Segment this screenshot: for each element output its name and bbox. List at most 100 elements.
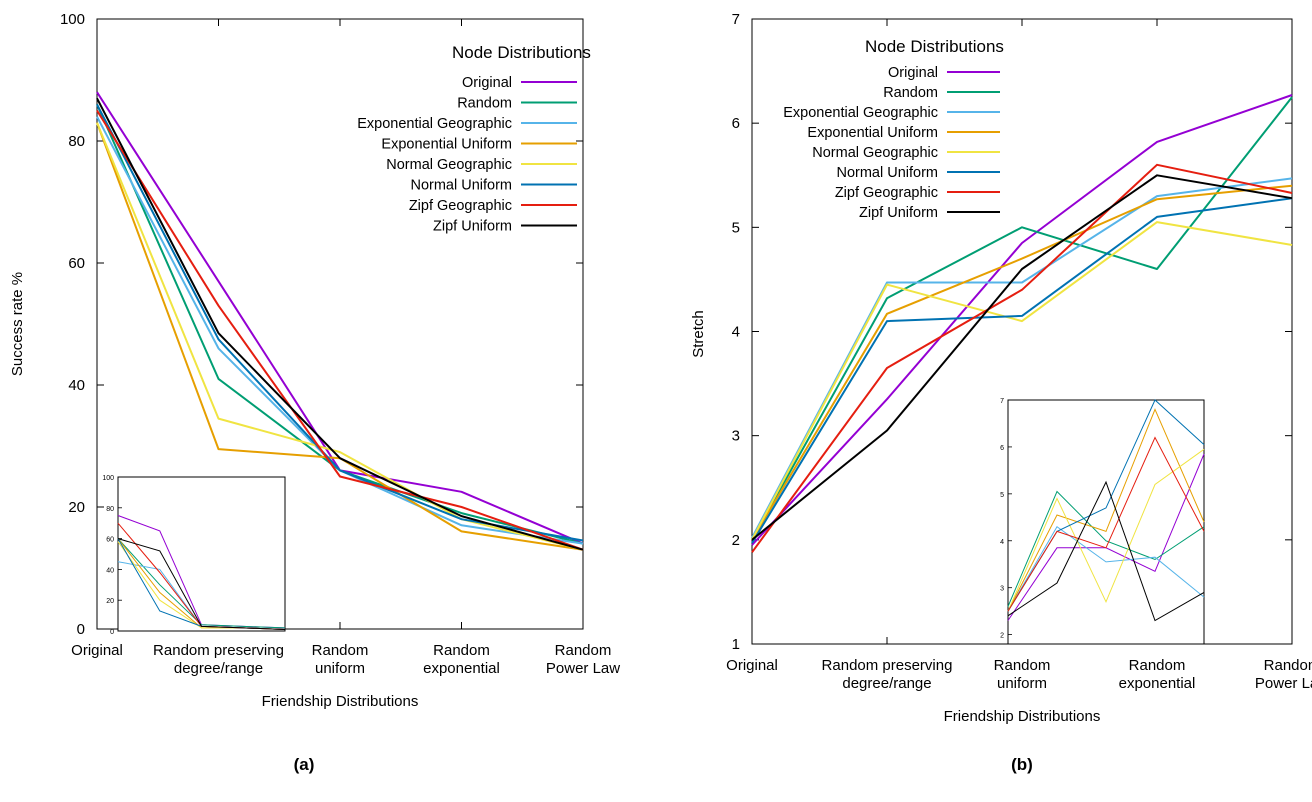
inset-series-line (1007, 490, 1205, 607)
x-tick-label-line: exponential (1119, 675, 1196, 692)
inset-y-tick-label: 100 (102, 475, 114, 482)
legend-entry-label: Zipf Geographic (409, 198, 512, 214)
chart-panel-b: 1 2 3 4 5 6 7 Original Random preserving degree/r… (690, 11, 1312, 774)
inset-chart: 0 20 40 60 80 100 (102, 475, 286, 636)
inset-y-tick-label: 20 (106, 598, 114, 605)
y-tick-label: 100 (60, 11, 85, 28)
inset-frame (117, 476, 286, 632)
y-tick-label: 20 (68, 499, 85, 516)
inset-series-line (1007, 436, 1205, 612)
legend-entry-label: Exponential Geographic (783, 105, 938, 121)
x-tick-label-line: uniform (315, 660, 365, 677)
legend-entry-label: Normal Uniform (836, 165, 938, 181)
series-line-normal-geographic (96, 122, 584, 551)
series-line-zipf-geographic (96, 109, 584, 551)
legend-entry-label: Zipf Uniform (859, 205, 938, 221)
x-tick-label-line: degree/range (842, 675, 931, 692)
x-axis-label: Friendship Distributions (262, 693, 419, 710)
x-tick-label: Random preserving degree/range (822, 657, 953, 692)
inset-y-tick-label: 2 (1000, 633, 1004, 640)
y-tick-label: 80 (68, 133, 85, 150)
series-line-zipf-uniform (751, 174, 1293, 541)
x-tick-label-line: Original (71, 642, 123, 659)
y-tick-label: 5 (732, 219, 740, 236)
series-line-normal-geographic (751, 221, 1293, 541)
x-tick-label-line: Random (1264, 657, 1312, 674)
x-tick-label-line: degree/range (174, 660, 263, 677)
y-axis-label: Success rate % (9, 272, 26, 376)
series-line-zipf-geographic (751, 163, 1293, 553)
legend-entry-label: Exponential Geographic (357, 116, 512, 132)
x-tick-label-line: uniform (997, 675, 1047, 692)
legend-entry-label: Normal Geographic (386, 157, 512, 173)
inset-chart: 2 3 4 5 6 7 (1000, 398, 1205, 645)
legend-entry-label: Exponential Uniform (807, 125, 938, 141)
y-tick-label: 6 (732, 115, 740, 132)
legend-entry-label: Random (883, 85, 938, 101)
x-tick-label-line: Random (555, 642, 612, 659)
x-tick-label: Random uniform (994, 657, 1051, 692)
inset-y-tick-label: 0 (110, 629, 114, 636)
x-tick-label-line: Power Law (546, 660, 620, 677)
inset-y-tick-label: 3 (1000, 586, 1004, 593)
x-tick-label-line: Original (726, 657, 778, 674)
legend-entry-label: Exponential Uniform (381, 137, 512, 153)
inset-y-tick-label: 5 (1000, 492, 1004, 499)
x-tick-label: Random exponential (423, 642, 500, 677)
inset-y-tick-label: 7 (1000, 398, 1004, 405)
inset-y-tick-label: 60 (106, 537, 114, 544)
series-line-normal-uniform (751, 197, 1293, 544)
inset-y-tick-label: 4 (1000, 539, 1004, 546)
inset-series-line (1007, 448, 1205, 612)
legend: Node Distributions Original Random Exponent… (783, 37, 1004, 221)
inset-y-tick-label: 6 (1000, 445, 1004, 452)
x-tick-label-line: Random (312, 642, 369, 659)
legend-entry-label: Original (888, 65, 938, 81)
x-tick-label: Random preserving degree/range (153, 642, 284, 677)
y-tick-label: 3 (732, 428, 740, 445)
x-tick-label-line: Random preserving (153, 642, 284, 659)
y-tick-label: 0 (77, 621, 85, 638)
y-tick-label: 40 (68, 377, 85, 394)
inset-series-line (1007, 408, 1205, 612)
x-tick-label: Random exponential (1119, 657, 1196, 692)
legend-entry-label: Zipf Uniform (433, 219, 512, 235)
legend-entry-label: Normal Uniform (410, 178, 512, 194)
y-axis-label: Stretch (690, 310, 707, 358)
y-tick-label: 2 (732, 532, 740, 549)
series-line-random (751, 96, 1293, 541)
x-tick-label-line: Random (1129, 657, 1186, 674)
inset-frame (1007, 399, 1205, 645)
x-tick-label-line: exponential (423, 660, 500, 677)
chart-panel-a: 0 20 40 60 80 100 Original Random preserving deg… (9, 11, 620, 774)
x-tick-label: Original (71, 642, 123, 659)
legend-entry-label: Zipf Geographic (835, 185, 938, 201)
inset-y-tick-label: 80 (106, 506, 114, 513)
panel-label: (a) (294, 755, 315, 774)
series-line-zipf-uniform (96, 97, 584, 551)
panel-label: (b) (1011, 755, 1033, 774)
x-tick-label-line: Random preserving (822, 657, 953, 674)
x-tick-label: Original (726, 657, 778, 674)
legend: Node Distributions Original Random Exponent… (357, 43, 591, 235)
legend-entry-label: Random (457, 96, 512, 112)
x-tick-label: Random uniform (312, 642, 369, 677)
inset-series-line (1007, 480, 1205, 622)
inset-series-line (117, 538, 286, 629)
legend-entry-label: Original (462, 75, 512, 91)
legend-title: Node Distributions (865, 37, 1004, 56)
series-line-original (751, 94, 1293, 546)
legend-entry-label: Normal Geographic (812, 145, 938, 161)
legend-title: Node Distributions (452, 43, 591, 62)
y-tick-label: 4 (732, 324, 740, 341)
x-tick-label-line: Random (994, 657, 1051, 674)
x-tick-label-line: Random (433, 642, 490, 659)
inset-y-tick-label: 40 (106, 567, 114, 574)
y-tick-label: 7 (732, 11, 740, 28)
x-axis-label: Friendship Distributions (944, 708, 1101, 725)
inset-series-line (117, 538, 286, 630)
inset-series-line (1007, 525, 1205, 612)
